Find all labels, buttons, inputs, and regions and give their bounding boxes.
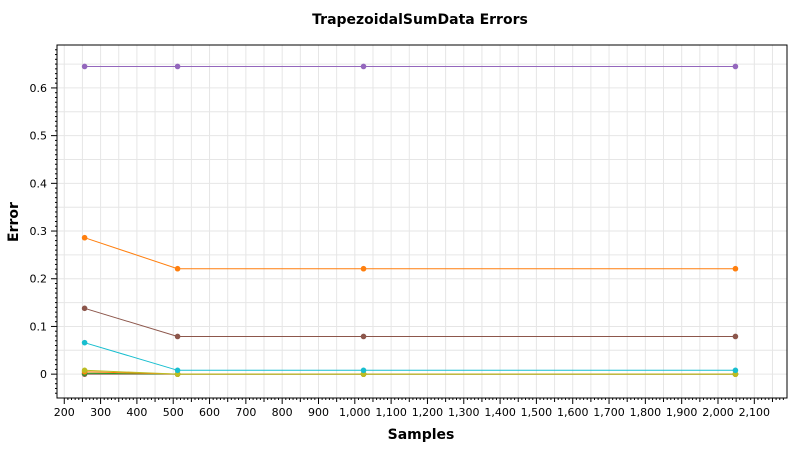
data-point [360,333,367,340]
x-tick-label: 2,100 [739,406,771,419]
x-tick-label: 800 [272,406,293,419]
data-point [81,234,88,241]
y-axis-label: Error [6,202,22,242]
x-tick-label: 900 [308,406,329,419]
x-tick-label: 1,800 [630,406,662,419]
series-line [84,342,736,371]
x-tick-label: 1,900 [666,406,698,419]
x-tick-label: 400 [126,406,147,419]
x-tick-label: 200 [54,406,75,419]
series-line [84,237,736,270]
y-tick-label: 0 [40,368,47,381]
y-tick-label: 0.5 [30,130,48,143]
x-tick-label: 500 [163,406,184,419]
y-tick-label: 0.1 [30,320,48,333]
plot-frame [56,44,788,399]
x-tick-label: 1,200 [412,406,444,419]
data-point [732,265,739,272]
y-tick-label: 0.2 [30,273,48,286]
x-tick-label: 1,100 [375,406,407,419]
data-point [174,333,181,340]
series-line [84,369,736,375]
x-tick-label: 300 [90,406,111,419]
data-point [732,367,739,374]
data-point [732,63,739,70]
x-tick-label: 1,300 [448,406,480,419]
x-tick-label: 1,600 [557,406,589,419]
data-point [81,305,88,312]
data-point [174,367,181,374]
y-tick-label: 0.3 [30,225,48,238]
series-2 [81,234,739,272]
x-tick-label: 600 [199,406,220,419]
data-point [360,265,367,272]
series-group [81,63,739,377]
x-tick-label: 1,500 [521,406,553,419]
axes: 200 300 400 500 600 700 800 900 1,000 1,100 1,200 1… [30,44,788,419]
series-3 [81,305,739,340]
x-axis-label: Samples [388,427,455,443]
y-tick-label: 0.4 [30,177,48,190]
series-5 [81,367,739,377]
chart-title: TrapezoidalSumData Errors [312,12,528,28]
data-point [174,63,181,70]
data-point [81,367,88,374]
data-point [81,63,88,70]
series-4 [81,339,739,374]
x-tick-label: 1,700 [593,406,625,419]
x-tick-label: 1,000 [339,406,371,419]
data-point [360,367,367,374]
series-line [84,307,736,337]
x-tick-label: 700 [235,406,256,419]
x-tick-label: 1,400 [484,406,516,419]
series-1 [81,63,739,70]
data-point [732,333,739,340]
data-point [174,265,181,272]
data-point [81,339,88,346]
x-tick-label: 2,000 [702,406,734,419]
y-tick-label: 0.6 [30,82,48,95]
grid [57,45,787,398]
data-point [360,63,367,70]
